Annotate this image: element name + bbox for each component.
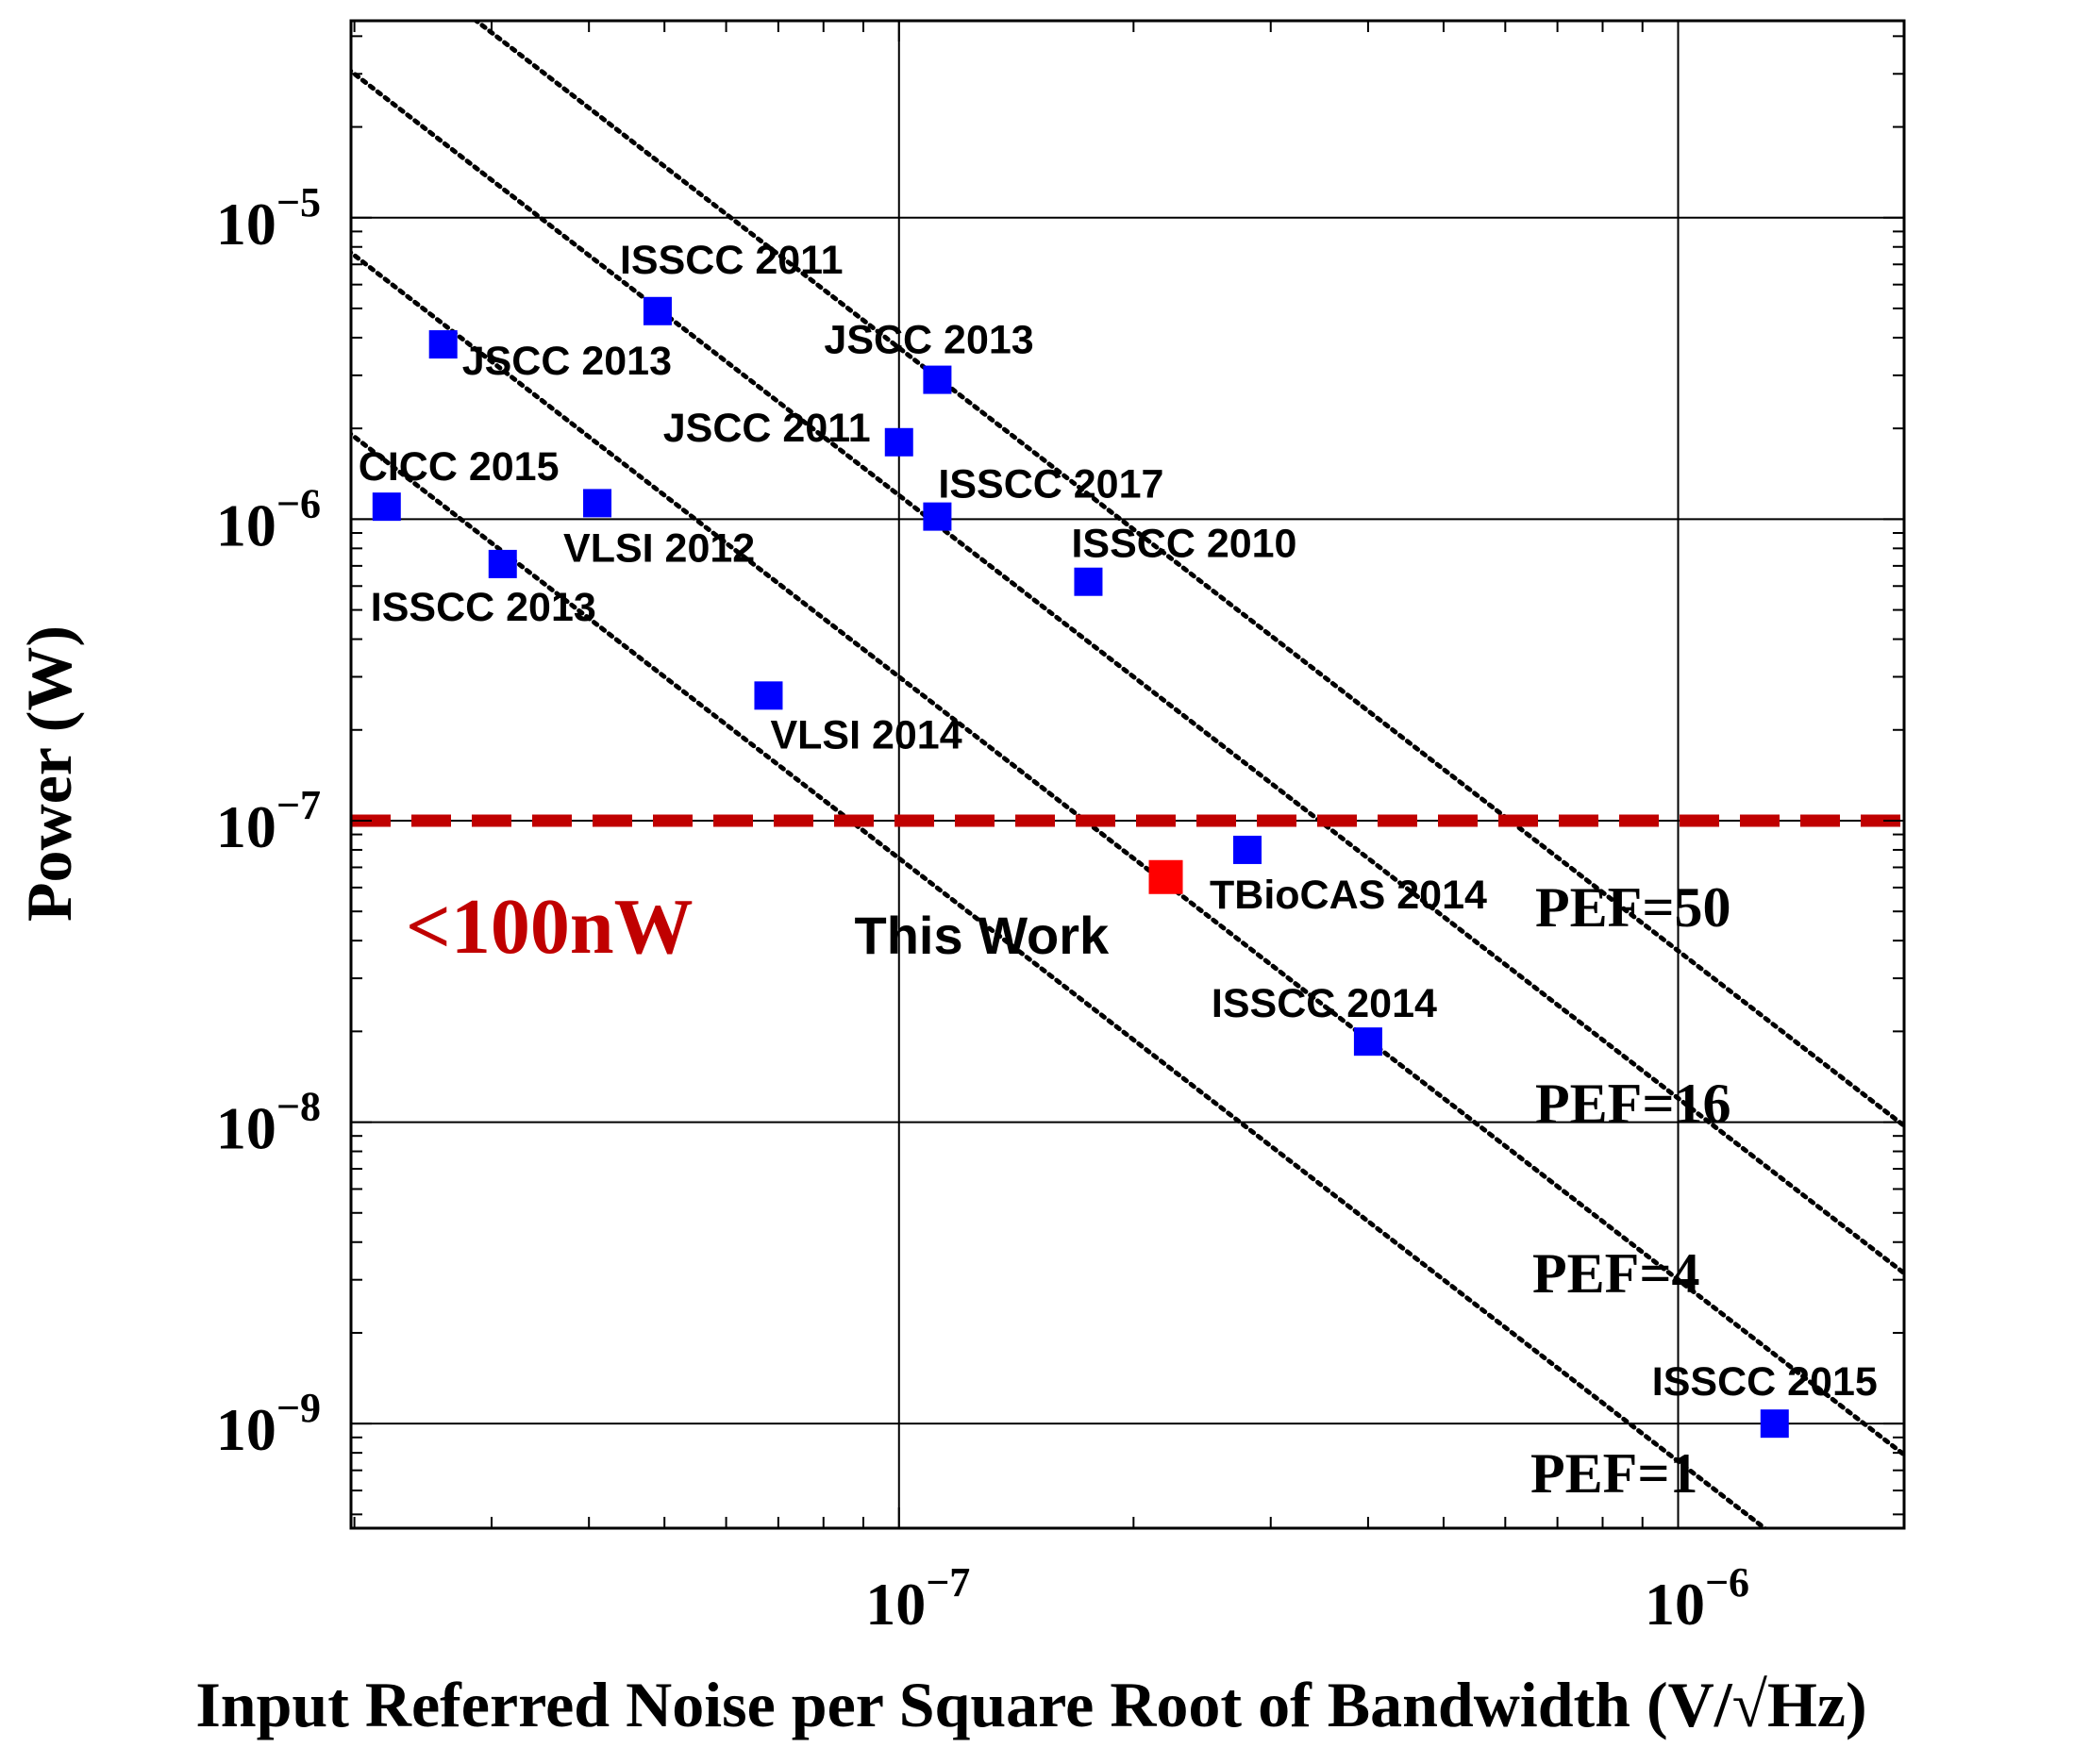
y-tick-label-5: 10−5 [216,179,321,258]
data-point-tbiocas-2014 [1233,835,1262,864]
pef-lines [351,21,1904,1528]
y-tick-label-8: 10−8 [216,1084,321,1162]
x-axis-title: Input Referred Noise per Square Root of … [195,1669,1866,1740]
data-points [372,296,1789,1439]
data-point-jscc-2011 [884,427,913,457]
point-label-this-work: This Work [855,906,1111,965]
data-point-jscc-2013 [923,365,952,394]
y-tick-label-9: 10−9 [216,1385,321,1463]
y-tick-label-7: 10−7 [216,782,321,860]
pef-label-pef-1: PEF=1 [1530,1442,1698,1505]
point-label-vlsi-2012: VLSI 2012 [563,525,755,571]
y-axis-title: Power (W) [13,625,85,922]
point-label-isscc-2010: ISSCC 2010 [1071,522,1296,567]
data-point-cicc-2015 [372,492,401,522]
pef-label-pef-50: PEF=50 [1535,876,1731,939]
point-label-isscc-2013: ISSCC 2013 [371,585,596,630]
point-label-isscc-2014: ISSCC 2014 [1212,981,1437,1026]
plot-frame [349,19,1906,1530]
point-label-cicc-2015: CICC 2015 [359,444,560,490]
point-label-jscc-2013: JSCC 2013 [462,339,672,384]
data-point-isscc-2017 [923,502,952,531]
pef-labels: PEF=50 PEF=16 PEF=4 PEF=1 <100nW [406,876,1731,1505]
point-label-isscc-2015: ISSCC 2015 [1652,1359,1878,1405]
point-labels: CICC 2015 JSCC 2013 ISSCC 2013 VLSI 2012 ISS… [359,238,1878,1405]
point-label-jscc-2011: JSCC 2011 [663,406,871,451]
pef-line-pef-50 [472,21,1904,1129]
axis-titles: Input Referred Noise per Square Root of … [13,625,1867,1740]
pef-line-pef-1 [351,431,1769,1528]
pef-label-pef-16: PEF=16 [1535,1073,1731,1135]
point-label-tbiocas-2014: TBioCAS 2014 [1210,873,1487,918]
data-point-isscc-2014 [1353,1027,1382,1057]
tick-labels: 10−5 10−6 10−7 10−8 10−9 10−7 10−6 [216,179,1749,1638]
point-label-isscc-2011: ISSCC 2011 [620,238,844,283]
plot-border [349,19,1906,1530]
data-point-jscc-2013 [428,330,458,359]
data-point-isscc-2011 [643,296,672,325]
y-tick-label-6: 10−6 [216,480,321,558]
point-label-isscc-2017: ISSCC 2017 [938,462,1163,508]
x-tick-label-6: 10−6 [1645,1559,1749,1638]
data-point-isscc-2013 [488,549,517,578]
data-point-vlsi-2014 [754,681,783,710]
point-label-jscc-2013: JSCC 2013 [824,318,1033,363]
pef-label-pef-4: PEF=4 [1532,1242,1700,1305]
pef-line-pef-16 [351,68,1904,1276]
point-label-vlsi-2014: VLSI 2014 [770,712,961,757]
data-point-vlsi-2012 [583,489,612,518]
threshold-label: <100nW [406,883,694,971]
data-point-this-work [1148,859,1183,894]
data-point-isscc-2015 [1760,1409,1789,1439]
x-tick-label-7: 10−7 [865,1559,970,1638]
data-point-isscc-2010 [1074,567,1103,596]
